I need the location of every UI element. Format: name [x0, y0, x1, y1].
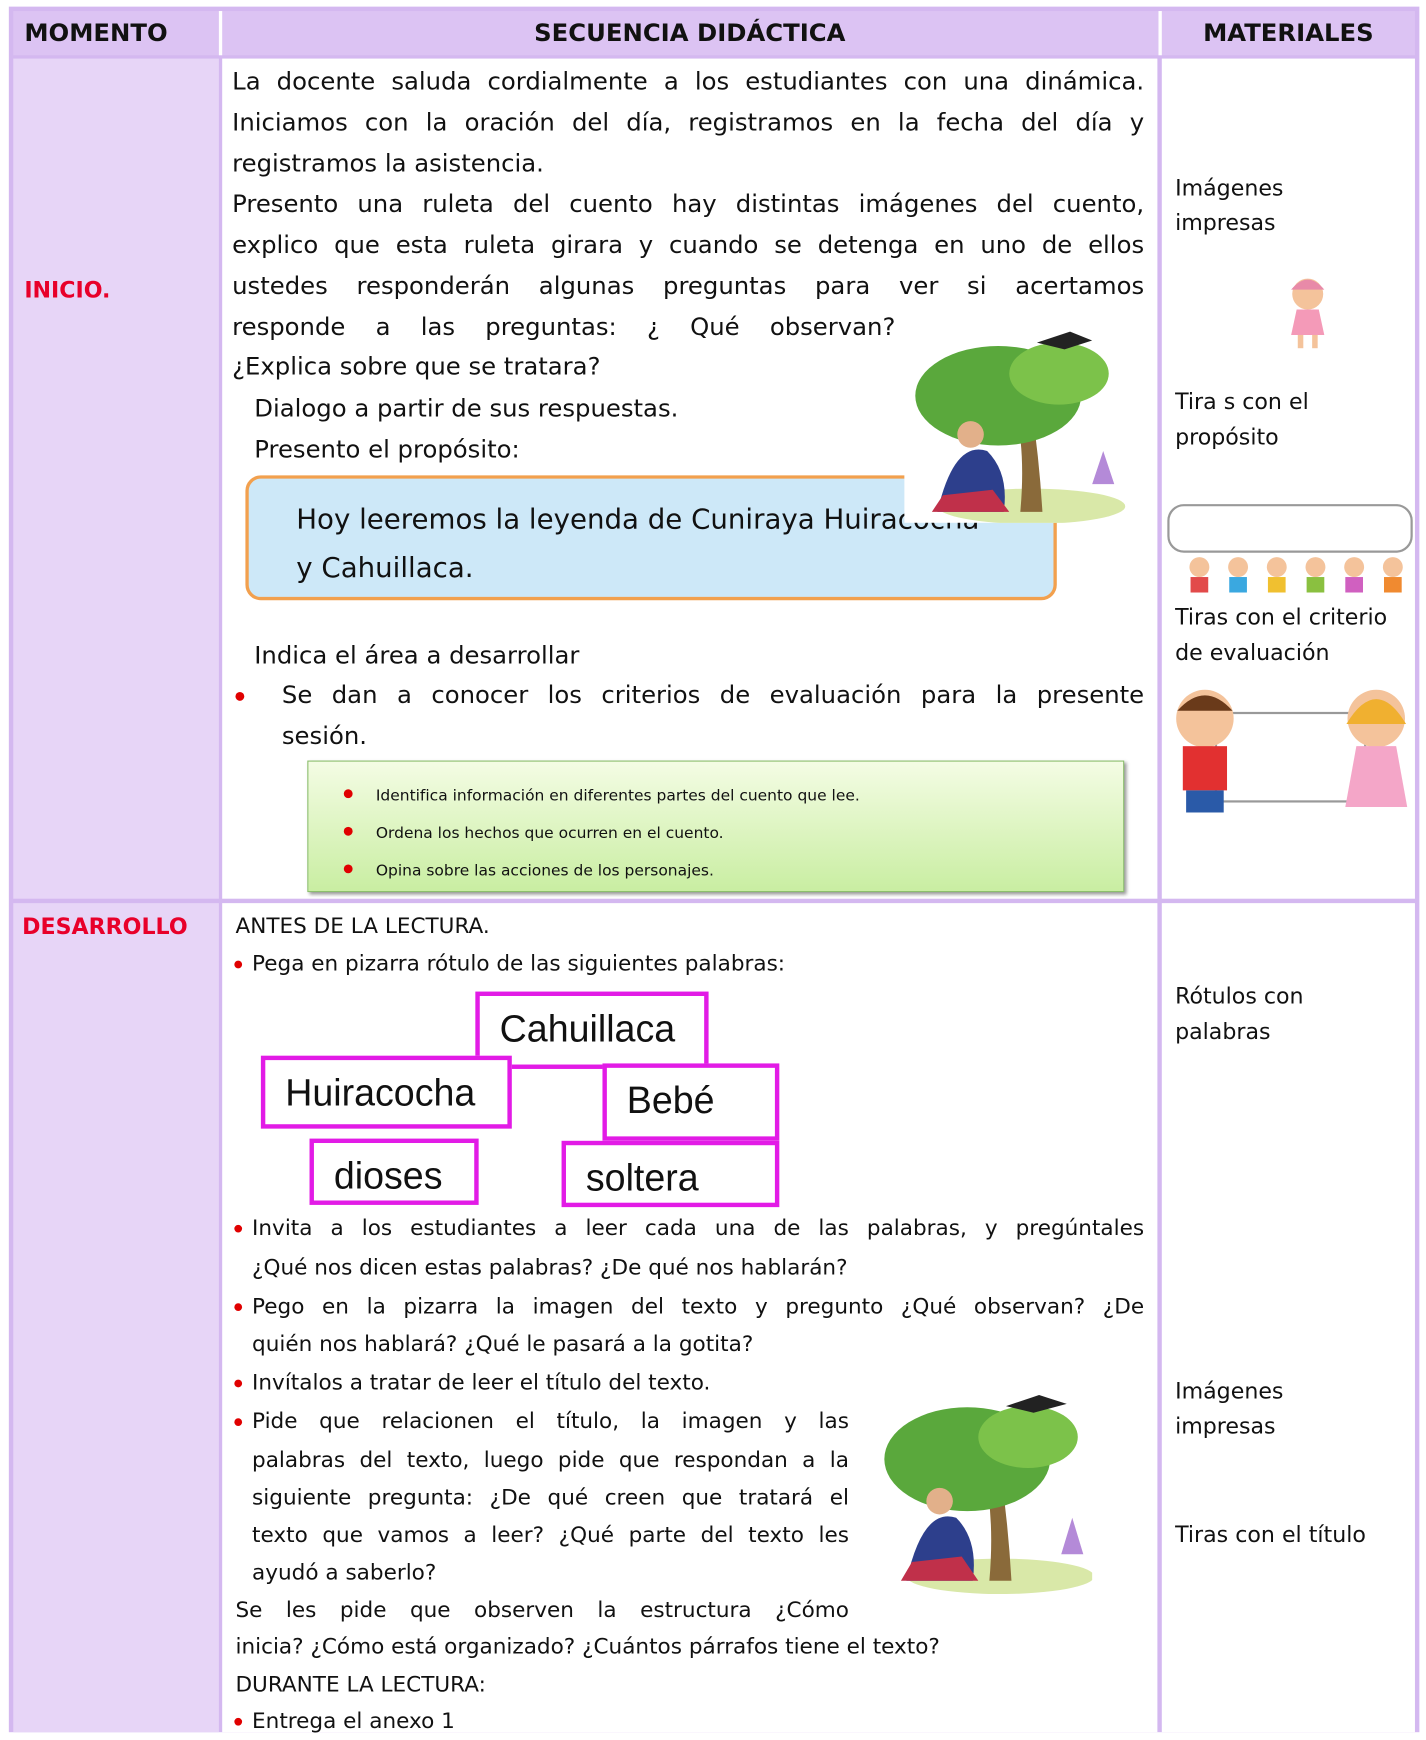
cell: [13, 903, 219, 1733]
material: impresas: [1175, 208, 1276, 236]
bullet: [234, 1224, 243, 1233]
header-cell: MATERIALES: [1203, 19, 1374, 48]
word-card: dioses: [309, 1138, 479, 1205]
text-line: Indica el área a desarrollar: [254, 642, 580, 670]
text-line: DURANTE LA LECTURA:: [235, 1671, 486, 1697]
text-line: registramos la asistencia.: [232, 150, 544, 178]
text-line: Presento el propósito:: [254, 436, 520, 465]
bullet: [234, 1717, 243, 1726]
text-line: Dialogo a partir de sus respuestas.: [254, 395, 679, 424]
purpose-line: Hoy leeremos la leyenda de Cuniraya Huir…: [296, 502, 980, 536]
criteria-box: [307, 760, 1125, 893]
cell: [13, 58, 219, 899]
text-line: Pego en la pizarra la imagen del texto y…: [252, 1293, 1145, 1319]
material: impresas: [1175, 1412, 1276, 1440]
material: propósito: [1175, 423, 1279, 450]
text-line: ¿Qué nos dicen estas palabras? ¿De qué n…: [252, 1254, 848, 1281]
bullet: [234, 960, 243, 968]
momento: DESARROLLO: [22, 913, 188, 940]
material: Tira s con el: [1175, 388, 1309, 415]
bullet: [343, 789, 353, 799]
text-line: Invítalos a tratar de leer el título del…: [252, 1369, 711, 1396]
bullet: [235, 691, 245, 701]
material: de evaluación: [1175, 638, 1330, 666]
cell: [1161, 903, 1415, 1733]
text-line: Presento una ruleta del cuento hay disti…: [232, 191, 1145, 219]
bullet: [234, 1302, 243, 1311]
illustration: [1176, 689, 1408, 813]
illustration: [873, 1390, 1093, 1595]
divider: [218, 11, 223, 56]
text-line: Invita a los estudiantes a leer cada una…: [252, 1214, 1145, 1241]
text-line: ustedes responderán algunas preguntas pa…: [232, 273, 1145, 301]
material: Imágenes: [1175, 1377, 1284, 1404]
material: Rótulos con: [1175, 982, 1304, 1010]
material: Tiras con el título: [1175, 1521, 1366, 1548]
text-line: sesión.: [281, 722, 367, 751]
text-line: ayudó a saberlo?: [252, 1559, 437, 1586]
text-line: Iniciamos con la oración del día, regist…: [232, 109, 1145, 138]
word-card: Cahuillaca: [475, 991, 709, 1069]
header-cell: SECUENCIA DIDÁCTICA: [534, 19, 846, 48]
material: Tiras con el criterio: [1175, 603, 1388, 631]
text-line: ANTES DE LA LECTURA.: [235, 913, 490, 939]
text-line: palabras del texto, luego pide que respo…: [252, 1447, 849, 1473]
text-line: Se les pide que observen la estructura ¿…: [235, 1597, 849, 1623]
momento: INICIO.: [24, 276, 111, 303]
text-line: Pide que relacionen el título, la imagen…: [252, 1408, 849, 1434]
bullet: [234, 1379, 243, 1387]
text-line: Entrega el anexo 1: [252, 1707, 455, 1734]
criteria-item: Identifica información en diferentes par…: [375, 787, 860, 805]
word-card: Bebé: [602, 1063, 780, 1141]
criteria-item: Opina sobre las acciones de los personaj…: [375, 862, 714, 880]
bullet: [234, 1417, 243, 1426]
illustration: [1167, 504, 1413, 593]
text-line: texto que vamos a leer? ¿Qué parte del t…: [252, 1522, 849, 1548]
purpose-line: y Cahuillaca.: [296, 551, 474, 584]
word-card: Huiracocha: [260, 1055, 512, 1129]
text-line: responde a las preguntas: ¿ Qué observan…: [232, 313, 896, 342]
bullet: [343, 864, 353, 874]
bullet: [343, 826, 353, 836]
text-line: explico que esta ruleta girara y cuando …: [232, 232, 1145, 260]
text-line: siguiente pregunta: ¿De qué creen que tr…: [252, 1484, 849, 1511]
text-line: Se dan a conocer los criterios de evalua…: [281, 682, 1145, 710]
text-line: quién nos hablará? ¿Qué le pasará a la g…: [252, 1330, 754, 1357]
text-line: Pega en pizarra rótulo de las siguientes…: [252, 950, 786, 977]
material: palabras: [1175, 1018, 1271, 1045]
illustration: [1291, 278, 1325, 349]
text-line: La docente saluda cordialmente a los est…: [232, 68, 1145, 97]
criteria-item: Ordena los hechos que ocurren en el cuen…: [375, 824, 724, 843]
material: Imágenes: [1175, 174, 1284, 202]
illustration: [904, 329, 1126, 523]
text-line: ¿Explica sobre que se tratara?: [232, 353, 601, 382]
header-row: [13, 11, 1415, 56]
header-cell: MOMENTO: [24, 19, 168, 48]
word-card: soltera: [561, 1140, 780, 1208]
text-line: inicia? ¿Cómo está organizado? ¿Cuántos …: [235, 1633, 940, 1660]
divider: [1158, 11, 1162, 56]
